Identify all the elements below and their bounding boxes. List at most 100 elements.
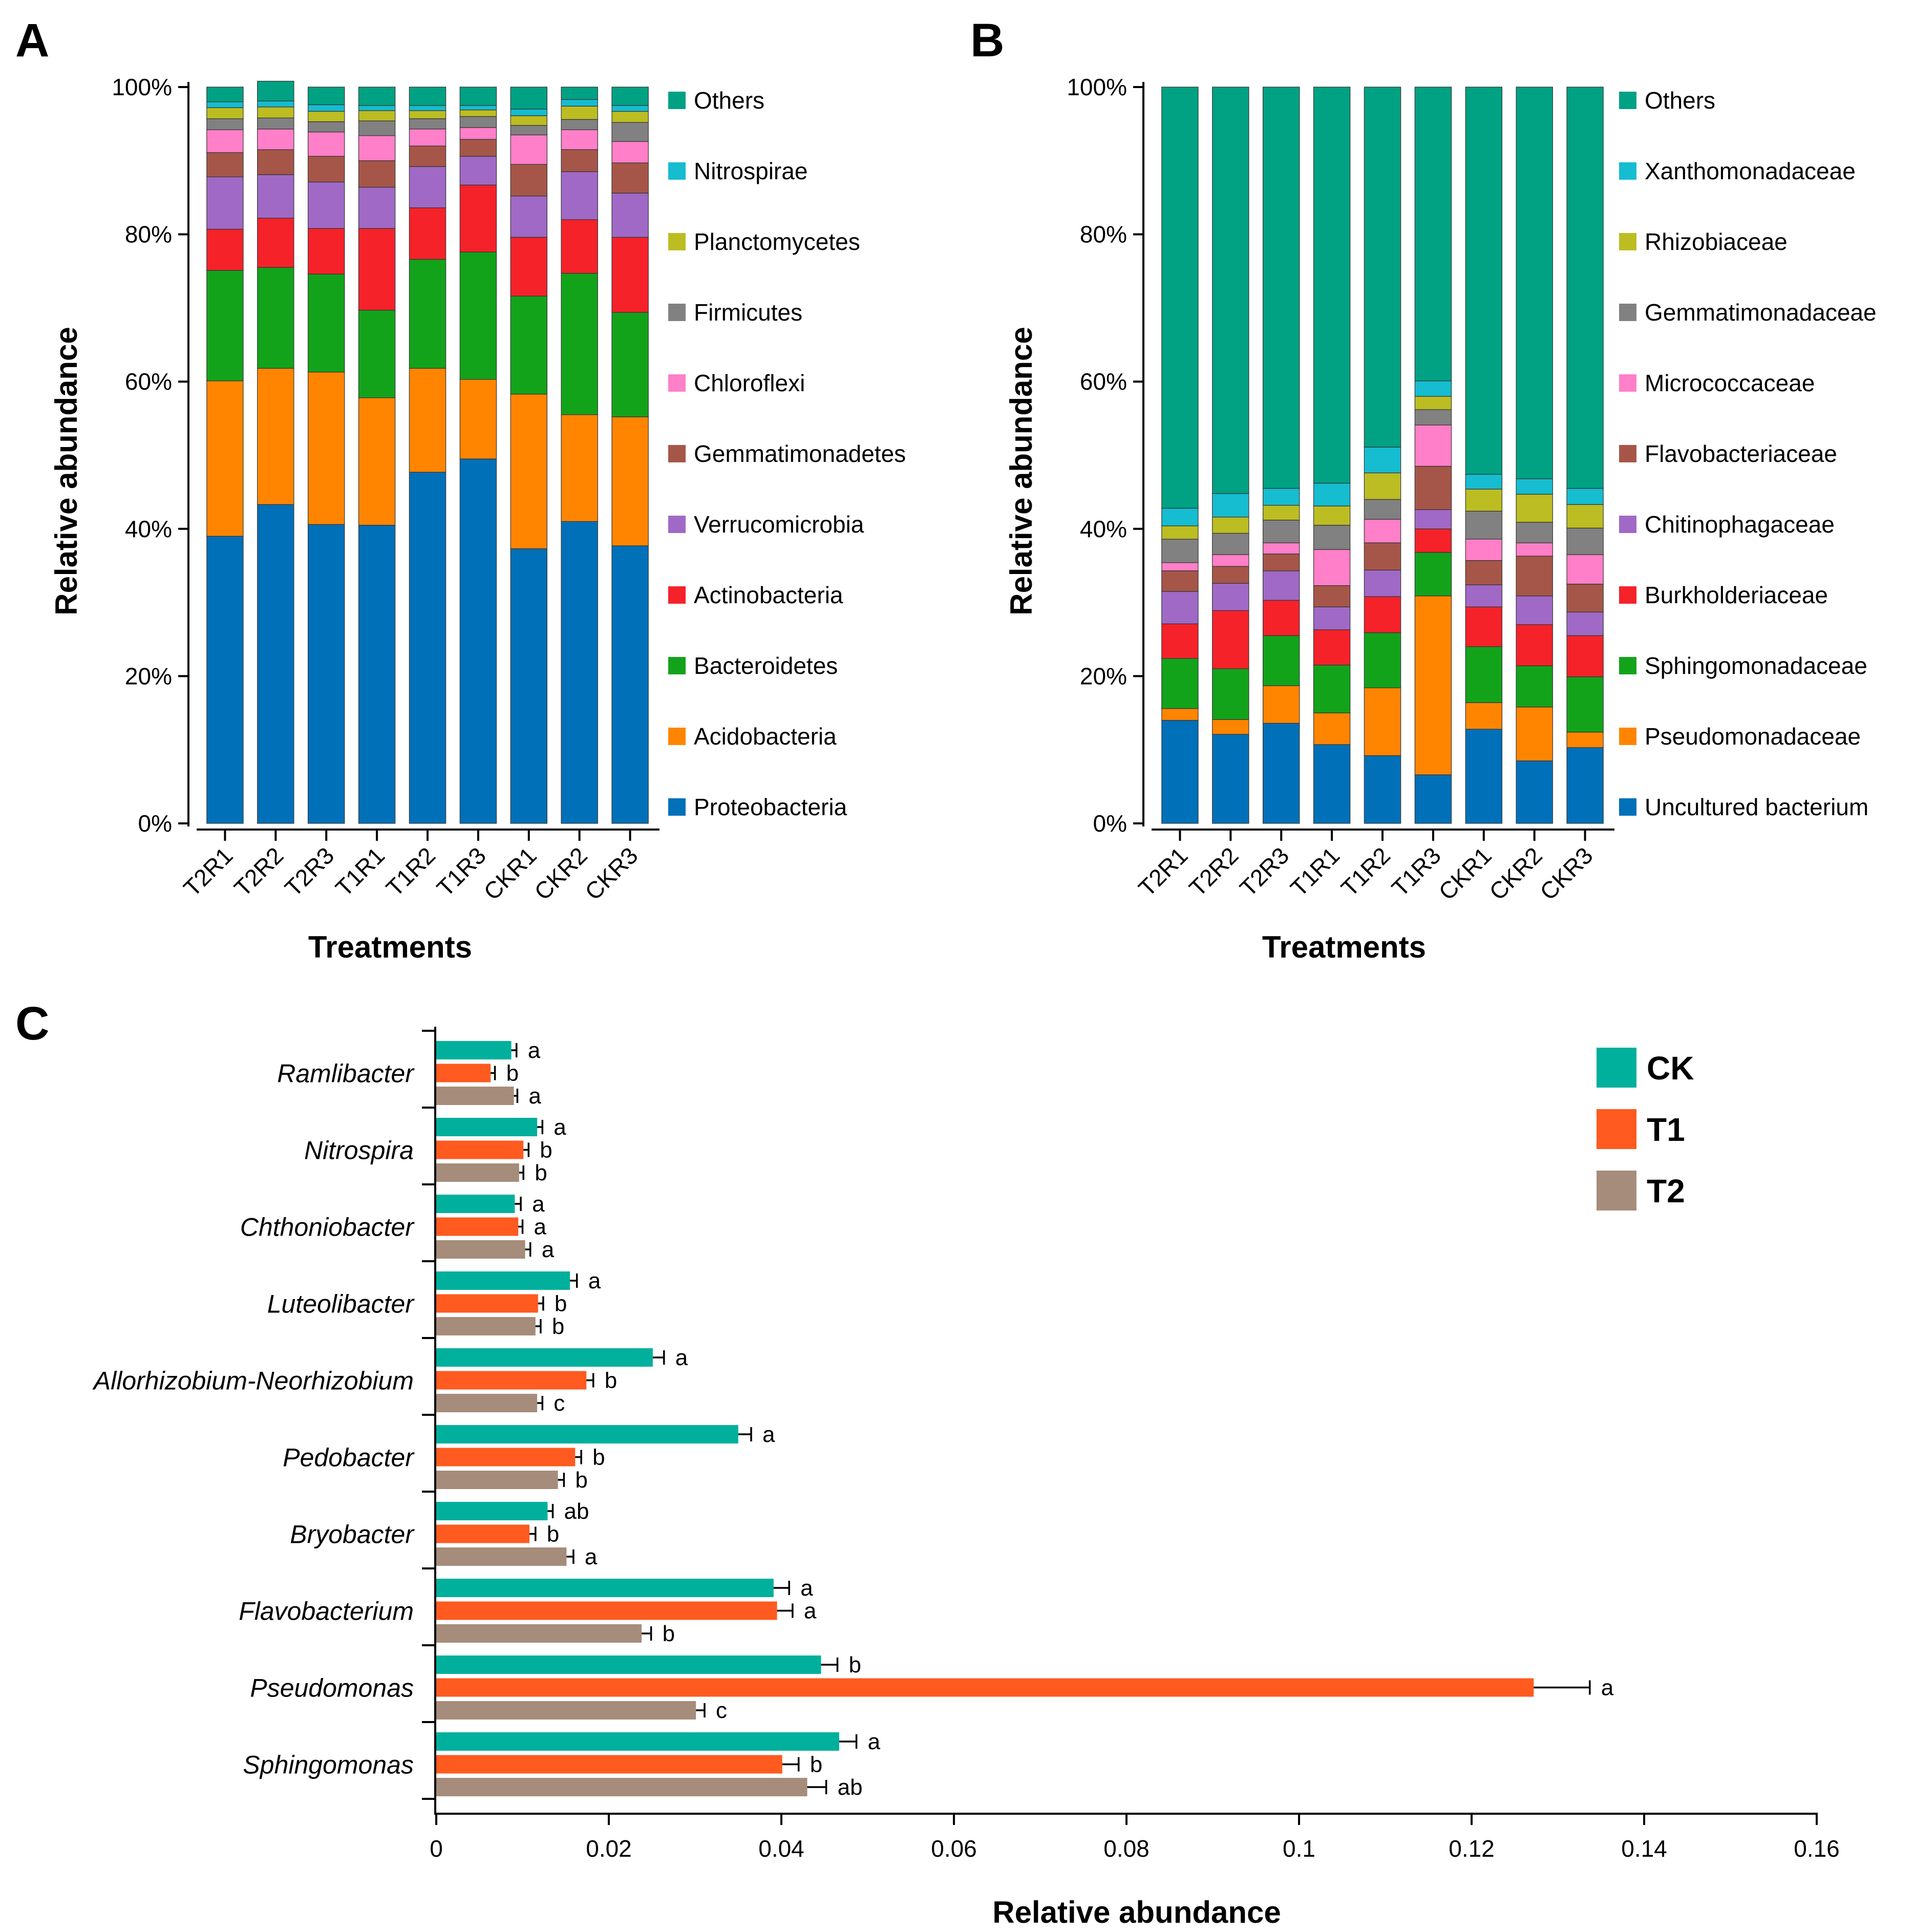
- panel-a-bar-t2r1-chloroflexi: [206, 129, 244, 153]
- panel-c-xtick-label: 0.04: [758, 1835, 804, 1862]
- panel-b-bar-ckr3-burkholderiaceae: [1566, 635, 1604, 677]
- panel-a-bar-t1r2-planctomycetes: [409, 110, 446, 119]
- panel-b-xtick-label: CKR2: [1484, 842, 1547, 905]
- panel-c-category-label: Nitrospira: [304, 1136, 414, 1165]
- panel-c-bar-ramlibacter-ck: [436, 1041, 512, 1059]
- panel-c-xtick-label: 0.02: [586, 1835, 632, 1862]
- panel-c-significance-letter: a: [588, 1268, 601, 1293]
- panel-c-significance-letter: a: [675, 1345, 688, 1370]
- panel-b-bar-t1r1-pseudomonadaceae: [1313, 712, 1351, 745]
- panel-b-bar-ckr2-flavobacteriaceae: [1516, 556, 1553, 597]
- panel-b-bar-t2r2-chitinophagaceae: [1212, 583, 1249, 611]
- panel-a-bar-ckr1-others: [510, 87, 548, 110]
- panel-c-legend-swatch-t2: [1597, 1171, 1636, 1211]
- panel-a-bar-t2r3-firmicutes: [307, 121, 345, 133]
- panel-a-legend-label: Planctomycetes: [694, 228, 860, 255]
- panel-c-significance-letter: b: [552, 1314, 564, 1339]
- panel-b-label: B: [970, 14, 1004, 67]
- panel-c-significance-letter: b: [535, 1160, 547, 1185]
- panel-a-ytick-label: 100%: [112, 74, 172, 100]
- panel-b-bar-ckr3-others: [1566, 87, 1604, 489]
- panel-b-bar-t1r3-sphingomonadaceae: [1414, 552, 1452, 597]
- panel-b-bar-t1r2-gemmatimonadaceae: [1364, 499, 1401, 520]
- panel-b-legend-swatch-flavobacteriaceae: [1619, 445, 1636, 462]
- panel-c-significance-letter: a: [585, 1544, 598, 1569]
- panel-a-legend-label: Bacteroidetes: [694, 652, 838, 679]
- panel-b-legend-swatch-pseudomonadaceae: [1619, 728, 1636, 745]
- panel-b-legend-swatch-burkholderiaceae: [1619, 586, 1636, 604]
- panel-a-legend-swatch-nitrospirae: [668, 162, 686, 180]
- panel-c-bar-chthoniobacter-t2: [436, 1240, 525, 1259]
- panel-a-bar-t2r2-gemmatimonadetes: [257, 149, 294, 175]
- panel-b-legend-label: Pseudomonadaceae: [1645, 723, 1861, 750]
- panel-b-bar-t1r1-chitinophagaceae: [1313, 606, 1351, 630]
- panel-a-ytick-label: 40%: [125, 516, 172, 542]
- panel-b-bar-t1r2-burkholderiaceae: [1364, 596, 1401, 633]
- panel-c-bar-flavobacterium-t1: [436, 1601, 777, 1620]
- panel-a-bar-t2r1-planctomycetes: [206, 107, 244, 119]
- panel-a-bar-t2r1-firmicutes: [206, 118, 244, 131]
- panel-a-legend-swatch-others: [668, 92, 686, 109]
- panel-a-bar-ckr3-verrucomicrobia: [611, 193, 649, 238]
- panel-b-bar-t2r1-pseudomonadaceae: [1161, 708, 1199, 721]
- panel-c-significance-letter: b: [592, 1445, 605, 1470]
- panel-c-significance-letter: b: [663, 1621, 675, 1646]
- panel-c-category-label: Bryobacter: [290, 1520, 415, 1549]
- panel-c-bar-pseudomonas-t1: [436, 1678, 1534, 1697]
- panel-c-bar-luteolibacter-ck: [436, 1271, 570, 1290]
- panel-b-legend-swatch-gemmatimonadaceae: [1619, 304, 1636, 321]
- panel-b-bar-t1r2-chitinophagaceae: [1364, 569, 1401, 597]
- panel-a-bar-t2r1-acidobacteria: [206, 380, 244, 537]
- panel-b-bar-ckr2-sphingomonadaceae: [1516, 665, 1553, 708]
- panel-a-bar-t2r1-proteobacteria: [206, 536, 244, 824]
- panel-a-bar-t1r2-proteobacteria: [409, 472, 446, 824]
- panel-c-bar-nitrospira-t2: [436, 1163, 519, 1182]
- panel-c-bar-luteolibacter-t1: [436, 1294, 538, 1313]
- panel-a-bar-ckr3-actinobacteria: [611, 237, 649, 313]
- panel-c-category-label: Pedobacter: [283, 1443, 415, 1472]
- panel-c-significance-letter: c: [554, 1391, 565, 1416]
- panel-b-legend-label: Xanthomonadaceae: [1645, 158, 1856, 184]
- panel-b-bar-t2r1-chitinophagaceae: [1161, 591, 1199, 624]
- panel-a-label: A: [15, 14, 49, 67]
- panel-a-bar-t1r1-firmicutes: [358, 120, 396, 136]
- panel-b-bar-t1r3-others: [1414, 87, 1452, 381]
- panel-b-bar-t2r2-pseudomonadaceae: [1212, 719, 1249, 735]
- panel-c-bar-nitrospira-ck: [436, 1118, 538, 1136]
- panel-b-bar-t2r3-chitinophagaceae: [1263, 570, 1300, 601]
- panel-b-bar-t2r2-burkholderiaceae: [1212, 610, 1249, 669]
- panel-b-xlabel: Treatments: [1262, 930, 1426, 964]
- panel-c-significance-letter: b: [849, 1652, 861, 1678]
- panel-b-bar-t1r3-uncultured-bacterium: [1414, 774, 1452, 824]
- panel-c-bar-nitrospira-t1: [436, 1140, 524, 1159]
- panel-b-bar-ckr1-xanthomonadaceae: [1465, 474, 1502, 490]
- panel-a-bar-t1r3-planctomycetes: [459, 110, 497, 117]
- panel-b-bar-t2r3-burkholderiaceae: [1263, 600, 1300, 636]
- panel-c-legend-label: T1: [1647, 1111, 1685, 1148]
- panel-a-bar-t1r3-verrucomicrobia: [459, 156, 497, 185]
- panel-c-xtick-label: 0.08: [1103, 1835, 1150, 1862]
- panel-c-significance-letter: a: [532, 1192, 545, 1217]
- panel-a-bar-t2r1-verrucomicrobia: [206, 176, 244, 230]
- panel-b-legend-label: Others: [1645, 87, 1715, 114]
- panel-b-xtick-label: T1R2: [1336, 842, 1395, 901]
- panel-b-bar-t2r3-xanthomonadaceae: [1263, 488, 1300, 506]
- panel-a-ytick-label: 20%: [125, 663, 172, 689]
- panel-c-xtick-label: 0.06: [931, 1835, 977, 1862]
- panel-a-bar-ckr3-bacteroidetes: [611, 312, 649, 417]
- panel-a-bar-t2r3-verrucomicrobia: [307, 181, 345, 229]
- panel-b-legend: Uncultured bacterium Pseudomonadaceae Sphi…: [1619, 87, 1877, 820]
- panel-b-bar-t1r1-gemmatimonadaceae: [1313, 524, 1351, 550]
- panel-b-bars: [1161, 87, 1604, 824]
- panel-c-bar-ramlibacter-t2: [436, 1087, 514, 1105]
- panel-a-bar-ckr2-nitrospirae: [561, 99, 598, 107]
- panel-a-legend-label: Gemmatimonadetes: [694, 440, 906, 467]
- panel-b-ytick-label: 0%: [1093, 810, 1127, 837]
- panel-b-bar-t2r2-rhizobiaceae: [1212, 517, 1249, 534]
- panel-b-bar-t2r1-gemmatimonadaceae: [1161, 539, 1199, 563]
- panel-a-legend-swatch-proteobacteria: [668, 798, 686, 816]
- panel-c-significance-letter: b: [810, 1752, 822, 1777]
- panel-b-bar-ckr2-micrococcaceae: [1516, 542, 1553, 557]
- panel-a-bar-ckr3-acidobacteria: [611, 416, 649, 546]
- panel-b-xtick-label: T1R3: [1387, 842, 1446, 901]
